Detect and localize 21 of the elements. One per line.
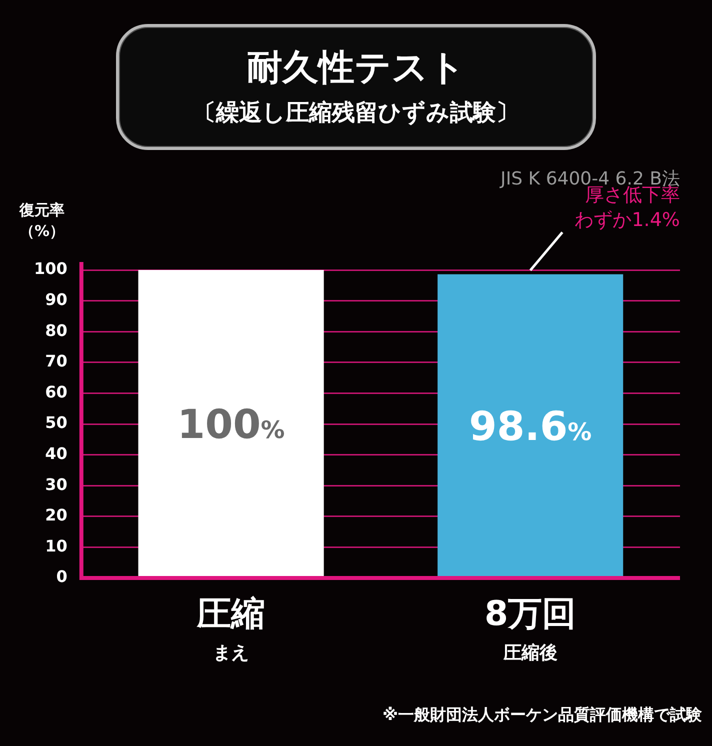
text: 圧縮後 <box>502 642 558 664</box>
y-tick-label: 50 <box>45 413 68 432</box>
text: ※一般財団法人ボーケン品質評価機構で試験 <box>382 705 703 724</box>
y-tick-label: 70 <box>45 352 68 371</box>
x-tick-label: 8万回 <box>484 594 576 634</box>
y-axis-title: 復元率（%） <box>18 200 65 240</box>
y-tick-label: 60 <box>45 382 68 402</box>
chart-title: 耐久性テスト <box>246 47 466 88</box>
y-tick-label: 30 <box>45 474 68 494</box>
data-label: 100% <box>177 402 285 448</box>
text: まえ <box>213 642 250 664</box>
y-tick-label: 20 <box>45 506 68 525</box>
y-tick-label: 0 <box>56 567 68 586</box>
y-tick-label: 40 <box>45 444 68 463</box>
y-tick-label: 80 <box>45 320 68 340</box>
x-tick-label: 圧縮 <box>196 594 266 634</box>
y-tick-label: 90 <box>45 290 68 309</box>
y-tick-label: 100 <box>34 259 68 278</box>
chart-subtitle: 〔繰返し圧縮残留ひずみ試験〕 <box>193 100 519 126</box>
y-tick-label: 10 <box>45 536 68 556</box>
data-label: 98.6% <box>468 404 592 450</box>
